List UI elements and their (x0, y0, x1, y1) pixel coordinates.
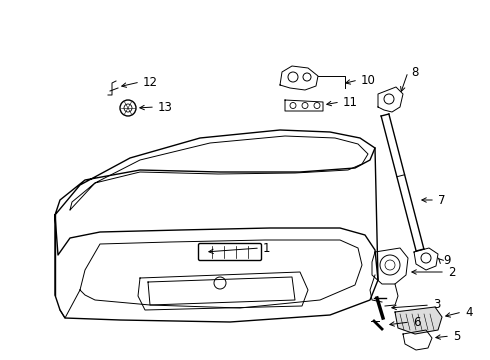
Text: 9: 9 (443, 253, 450, 266)
Text: 3: 3 (433, 298, 441, 311)
Text: 1: 1 (263, 242, 270, 255)
Text: 7: 7 (438, 194, 445, 207)
Text: 4: 4 (465, 306, 472, 319)
Text: 11: 11 (343, 95, 358, 108)
Text: 12: 12 (143, 76, 158, 89)
Text: 13: 13 (158, 100, 173, 113)
Text: 2: 2 (448, 266, 456, 279)
Text: 5: 5 (453, 329, 461, 342)
Text: 10: 10 (361, 73, 376, 86)
Text: 8: 8 (411, 66, 418, 78)
Polygon shape (395, 307, 442, 334)
Text: 6: 6 (413, 315, 420, 328)
